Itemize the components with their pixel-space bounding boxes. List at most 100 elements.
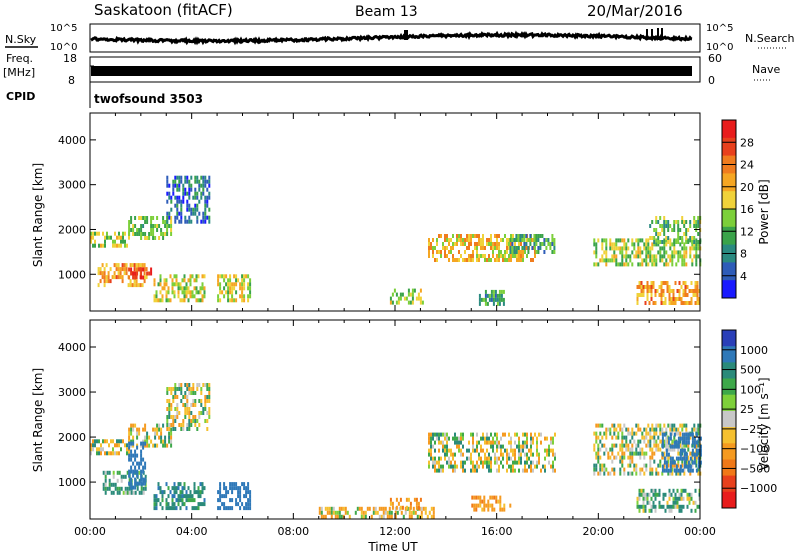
data-cell xyxy=(477,495,480,500)
data-cell xyxy=(107,279,110,284)
data-cell xyxy=(231,298,234,303)
data-cell xyxy=(400,510,403,515)
data-cell xyxy=(639,238,642,243)
data-cell xyxy=(412,510,415,515)
data-cell xyxy=(159,278,162,283)
data-cell xyxy=(687,228,690,232)
data-cell xyxy=(536,460,538,465)
data-cell xyxy=(136,445,139,450)
data-cell xyxy=(674,281,677,285)
data-cell xyxy=(181,498,184,503)
data-cell xyxy=(472,460,474,465)
data-cell xyxy=(607,471,610,476)
data-cell xyxy=(647,238,650,243)
data-cell xyxy=(249,286,252,291)
data-cell xyxy=(179,298,182,303)
data-cell xyxy=(185,290,188,295)
data-cell xyxy=(518,440,520,445)
data-cell xyxy=(633,451,636,456)
data-cell xyxy=(430,506,433,511)
data-cell xyxy=(468,234,470,238)
data-cell xyxy=(166,427,169,431)
power-colorbar-tick: 28 xyxy=(740,136,754,149)
data-cell xyxy=(169,298,172,303)
data-cell xyxy=(649,455,652,460)
data-cell xyxy=(126,490,129,495)
data-cell xyxy=(513,238,516,242)
data-cell xyxy=(155,290,158,295)
data-cell xyxy=(157,298,160,303)
data-cell xyxy=(621,455,624,460)
data-cell xyxy=(156,443,159,448)
data-cell xyxy=(623,455,626,460)
data-cell xyxy=(458,258,460,262)
data-cell xyxy=(534,464,536,469)
data-cell xyxy=(166,415,169,419)
data-cell xyxy=(689,238,692,243)
data-cell xyxy=(98,243,100,248)
data-cell xyxy=(648,285,651,289)
data-cell xyxy=(177,286,180,291)
data-cell xyxy=(446,234,448,238)
data-cell xyxy=(697,443,700,448)
data-cell xyxy=(167,298,170,303)
data-cell xyxy=(121,267,124,272)
data-cell xyxy=(344,510,347,515)
data-cell xyxy=(153,278,156,283)
data-cell xyxy=(474,464,476,469)
data-cell xyxy=(660,289,663,293)
data-cell xyxy=(108,235,110,240)
data-cell xyxy=(687,464,690,469)
data-cell xyxy=(194,207,197,212)
data-cell xyxy=(488,293,491,298)
data-cell xyxy=(496,456,498,461)
data-cell xyxy=(646,289,649,293)
data-cell xyxy=(601,467,604,472)
data-cell xyxy=(338,506,341,511)
data-cell xyxy=(648,508,651,513)
data-cell xyxy=(492,448,494,453)
data-cell xyxy=(181,286,184,291)
data-cell xyxy=(171,506,174,511)
data-cell xyxy=(643,427,646,432)
data-cell xyxy=(134,457,137,462)
data-cell xyxy=(615,254,618,259)
data-cell xyxy=(208,195,211,200)
data-cell xyxy=(249,506,252,511)
data-cell xyxy=(106,470,109,475)
data-cell xyxy=(182,403,185,407)
data-cell xyxy=(636,293,639,297)
data-cell xyxy=(189,498,192,503)
data-cell xyxy=(249,282,252,287)
data-cell xyxy=(133,267,136,272)
data-cell xyxy=(683,460,686,465)
data-cell xyxy=(695,468,698,473)
data-cell xyxy=(662,301,665,305)
data-cell xyxy=(631,427,634,432)
data-cell xyxy=(603,443,606,448)
data-cell xyxy=(502,301,505,306)
data-cell xyxy=(245,502,248,507)
data-cell xyxy=(671,431,674,436)
data-cell xyxy=(420,506,423,511)
data-cell xyxy=(188,427,191,431)
data-cell xyxy=(399,292,402,297)
data-cell xyxy=(183,278,186,283)
data-cell xyxy=(599,463,602,468)
data-cell xyxy=(202,187,205,192)
data-cell xyxy=(166,423,169,427)
data-cell xyxy=(693,246,696,251)
data-cell xyxy=(641,467,644,472)
data-cell xyxy=(184,219,187,224)
data-cell xyxy=(663,224,666,228)
data-cell xyxy=(686,492,689,497)
beam-title: Beam 13 xyxy=(355,4,418,20)
data-cell xyxy=(488,297,491,302)
data-cell xyxy=(444,254,446,258)
data-cell xyxy=(189,278,192,283)
data-cell xyxy=(486,436,488,441)
data-cell xyxy=(128,469,131,474)
data-cell xyxy=(188,423,191,427)
data-cell xyxy=(685,423,688,428)
data-cell xyxy=(206,215,209,220)
